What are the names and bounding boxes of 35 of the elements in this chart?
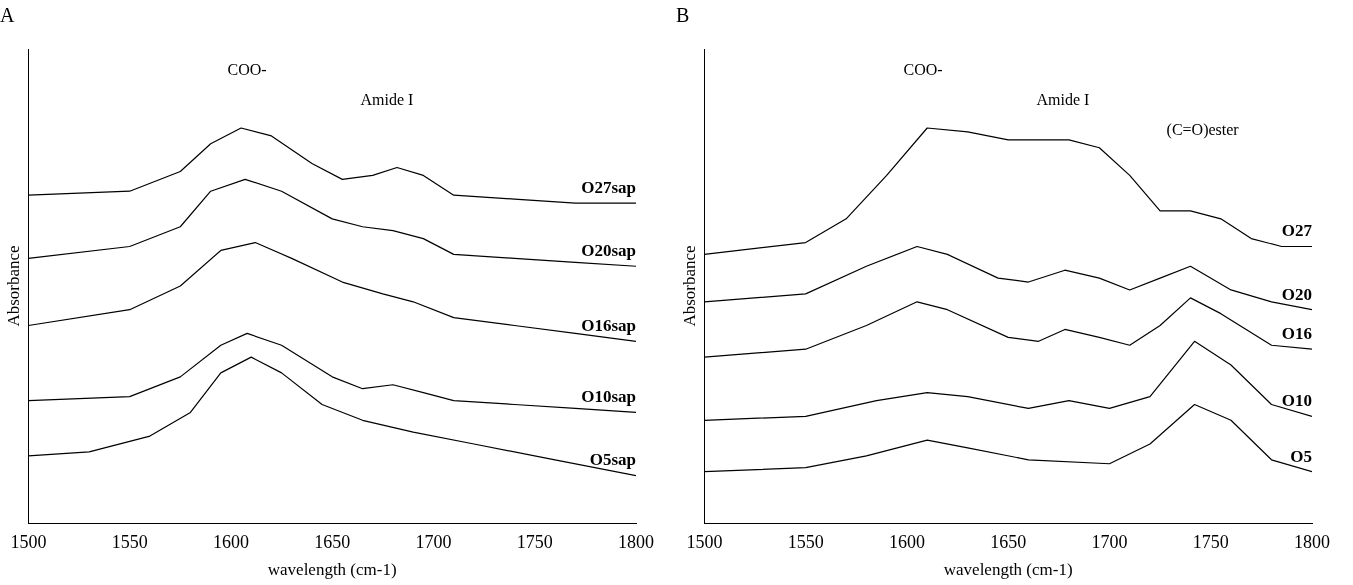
x-tick-label: 1800	[618, 531, 654, 552]
series-label: O10	[1281, 391, 1312, 411]
chart-title: B	[676, 4, 690, 27]
chart-title: A	[0, 4, 15, 27]
x-tick-label: 1600	[888, 531, 925, 552]
x-axis-title: wavelength (cm-1)	[267, 560, 397, 580]
x-tick-label: 1650	[990, 531, 1027, 552]
series-label: O10sap	[581, 387, 636, 407]
x-tick-label: 1800	[1294, 531, 1330, 552]
y-axis-title: Absorbance	[679, 245, 699, 327]
x-tick-label: 1600	[212, 531, 249, 552]
x-tick-label: 1550	[111, 531, 148, 552]
series-label: O16	[1281, 324, 1312, 344]
x-tick-label: 1700	[415, 531, 452, 552]
x-tick-label: 1750	[516, 531, 553, 552]
series-label: O16sap	[581, 316, 636, 336]
series-label: O20sap	[581, 241, 636, 261]
x-tick-label: 1500	[10, 531, 47, 552]
x-tick-label: 1750	[1192, 531, 1229, 552]
text: Amide I	[1036, 91, 1090, 109]
series-label: O5	[1290, 446, 1312, 466]
x-tick-label: 1650	[314, 531, 351, 552]
text: Amide I	[360, 91, 414, 109]
x-tick-label: 1500	[686, 531, 723, 552]
series-label: O27	[1281, 221, 1313, 241]
series-label: O27sap	[581, 177, 636, 197]
x-tick-label: 1550	[787, 531, 824, 552]
text: COO-	[227, 61, 267, 79]
series-label: O5sap	[589, 450, 636, 470]
series-label: O20	[1281, 284, 1312, 304]
y-axis-title: Absorbance	[3, 245, 23, 327]
x-axis-title: wavelength (cm-1)	[943, 560, 1073, 580]
x-tick-label: 1700	[1091, 531, 1128, 552]
text: COO-	[903, 61, 943, 79]
annotation: (C=O)ester	[1166, 121, 1240, 140]
